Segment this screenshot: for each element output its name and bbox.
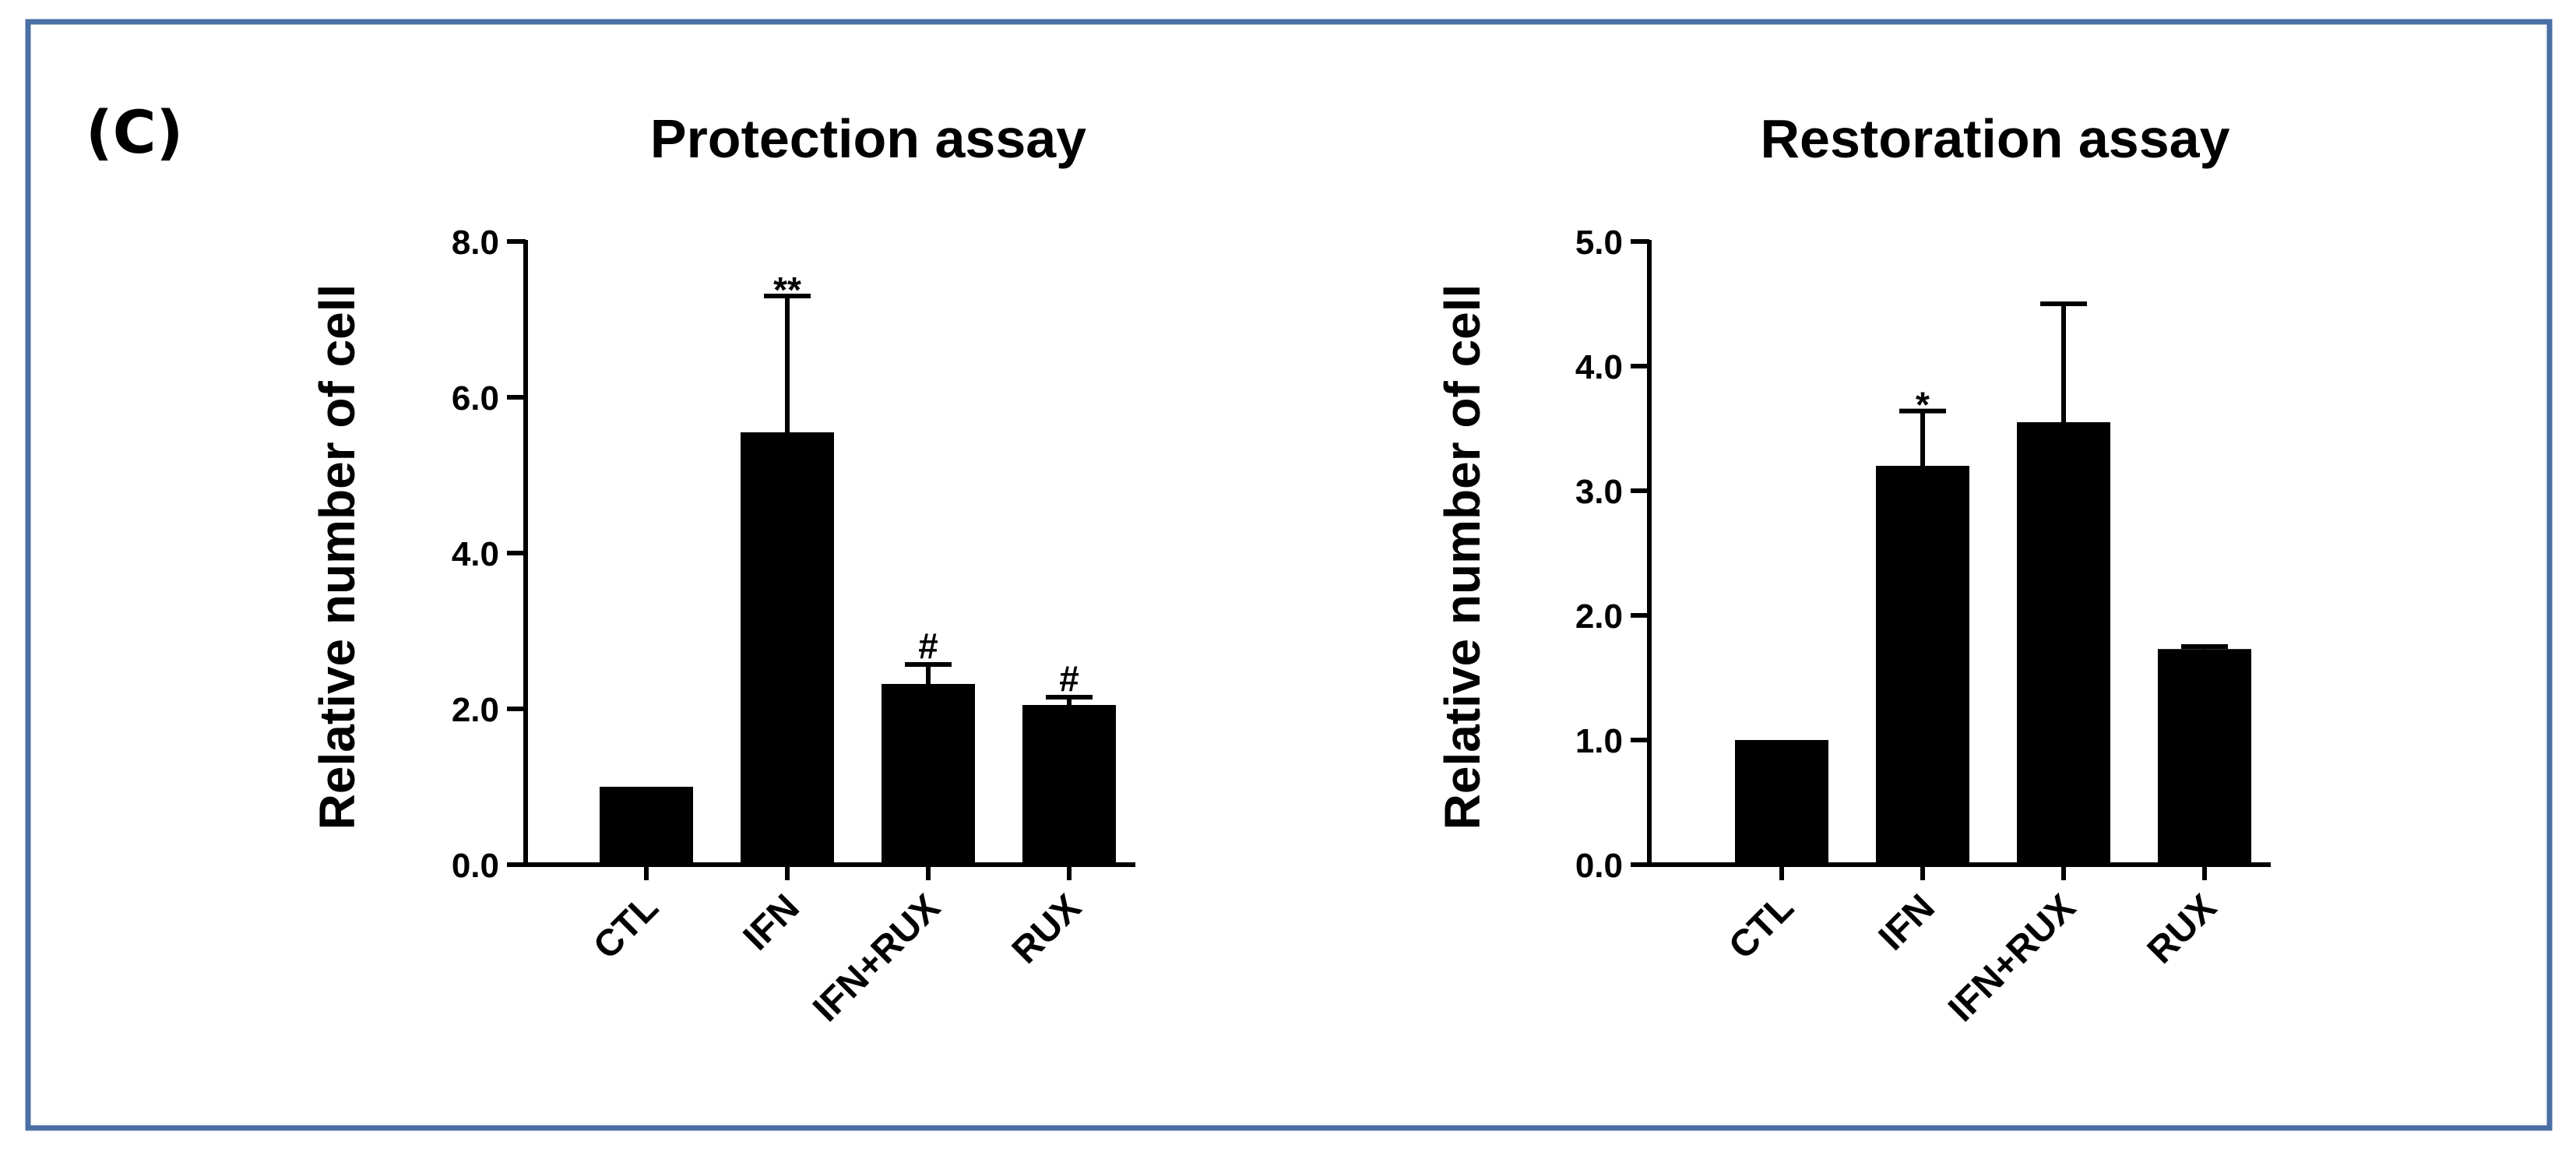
y-axis-label: Relative number of cell: [1434, 284, 1490, 830]
bar-ctl: [600, 787, 693, 865]
y-tick-label: 2.0: [1575, 597, 1623, 636]
bar-ifn: [1876, 466, 1969, 865]
y-tick-label: 0.0: [1575, 847, 1623, 885]
y-tick-label: 3.0: [1575, 473, 1623, 511]
significance-mark: **: [773, 270, 801, 310]
y-tick-label: 0.0: [452, 847, 499, 885]
y-tick-label: 5.0: [1575, 224, 1623, 262]
bar-ifn-rux: [2017, 422, 2110, 865]
bar-ctl: [1735, 740, 1828, 865]
panel-label: (C): [86, 97, 183, 167]
y-axis-label: Relative number of cell: [309, 284, 365, 830]
y-tick-label: 1.0: [1575, 722, 1623, 760]
figure-frame: [25, 19, 2553, 1131]
y-tick-label: 8.0: [452, 224, 499, 262]
bar-rux: [2158, 649, 2251, 865]
significance-mark: *: [1916, 385, 1930, 425]
bar-ifn-rux: [882, 684, 975, 865]
y-tick-label: 6.0: [452, 379, 499, 418]
chart-title: Restoration assay: [1760, 108, 2229, 169]
significance-mark: #: [918, 626, 938, 666]
chart-title: Protection assay: [650, 108, 1086, 169]
significance-mark: #: [1059, 658, 1079, 699]
y-tick-label: 4.0: [1575, 348, 1623, 386]
bar-ifn: [741, 432, 834, 865]
y-tick-label: 4.0: [452, 535, 499, 573]
bar-rux: [1022, 705, 1116, 865]
y-tick-label: 2.0: [452, 691, 499, 729]
